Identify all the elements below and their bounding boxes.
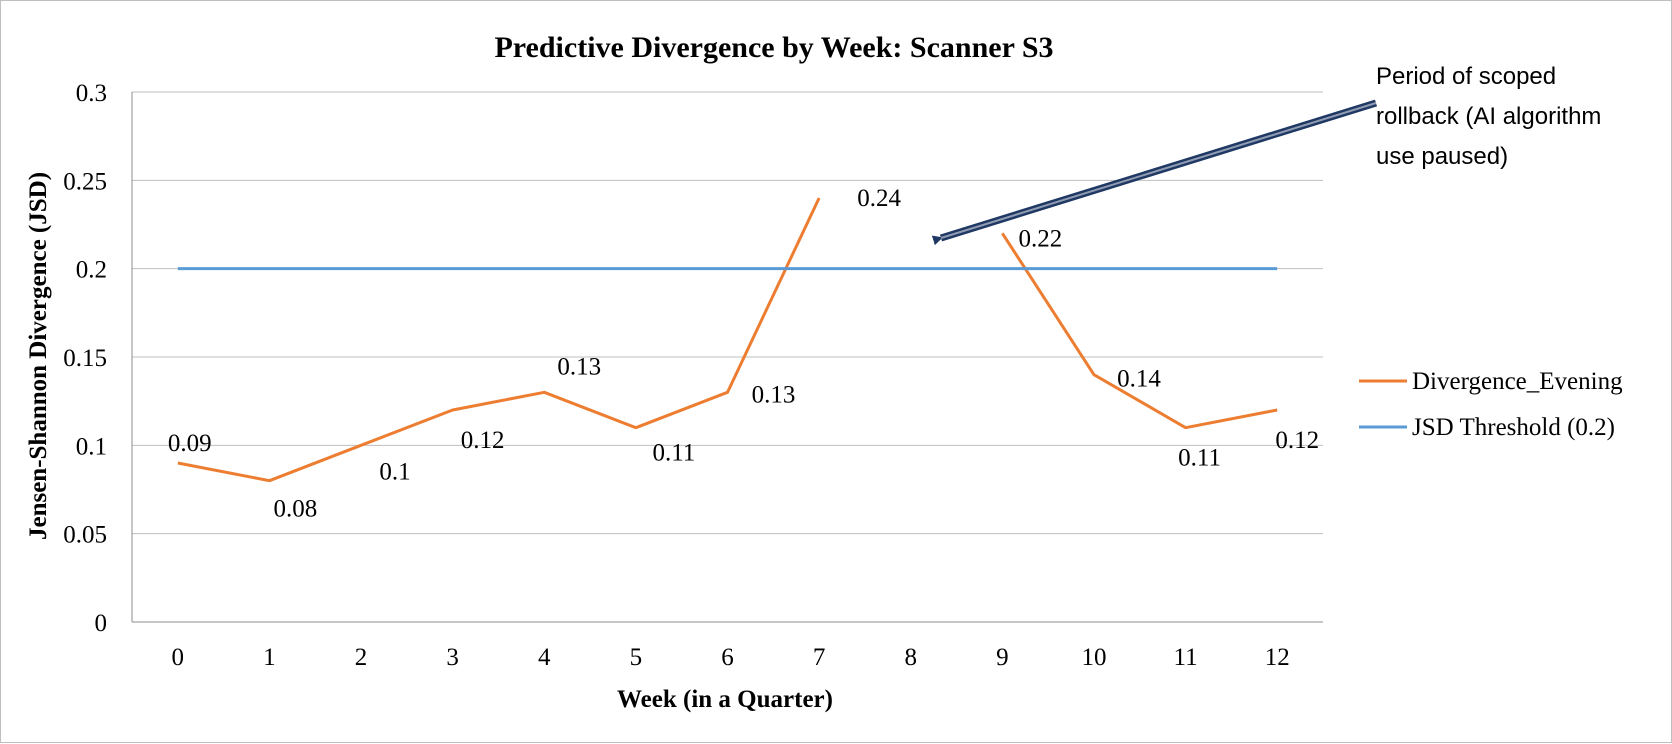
chart-title: Predictive Divergence by Week: Scanner S… xyxy=(494,31,1053,64)
data-label: 0.1 xyxy=(379,458,410,485)
data-label: 0.11 xyxy=(1178,445,1221,472)
x-tick-label: 9 xyxy=(996,644,1009,671)
data-label: 0.14 xyxy=(1117,366,1161,393)
x-tick-label: 3 xyxy=(446,644,459,671)
x-axis-label: Week (in a Quarter) xyxy=(617,686,833,713)
annotation-line-1: Period of scoped xyxy=(1376,63,1556,90)
x-tick-label: 11 xyxy=(1174,644,1198,671)
data-label: 0.12 xyxy=(1275,427,1319,454)
x-tick-label: 10 xyxy=(1081,644,1106,671)
data-label: 0.08 xyxy=(274,496,318,523)
series-line-divergence-evening xyxy=(177,197,821,483)
series xyxy=(177,197,1278,483)
y-tick-label: 0.25 xyxy=(63,168,107,195)
annotation-arrow-highlight xyxy=(940,102,1377,239)
legend-label-divergence-evening: Divergence_Evening xyxy=(1412,368,1623,395)
data-label: 0.22 xyxy=(1018,225,1062,252)
data-label: 0.24 xyxy=(857,185,901,212)
data-label: 0.12 xyxy=(461,427,505,454)
x-tick-label: 1 xyxy=(263,644,276,671)
y-tick-label: 0 xyxy=(95,610,108,637)
y-tick-label: 0.3 xyxy=(76,80,107,107)
gridlines xyxy=(132,91,1323,535)
data-label: 0.11 xyxy=(652,440,695,467)
data-labels: 0.09 0.08 0.1 0.12 0.13 0.11 0.13 0.24 0.22 0.14 0… xyxy=(168,185,1319,523)
data-label: 0.09 xyxy=(168,430,212,457)
legend: Divergence_Evening JSD Threshold (0.2) xyxy=(1359,368,1623,441)
x-tick-label: 2 xyxy=(355,644,368,671)
axes: 00.050.10.150.20.250.30 1 2 3 4 5 6 7 8 9 10 11 12 xyxy=(63,80,1323,671)
y-tick-label: 0.15 xyxy=(63,345,107,372)
x-tick-label: 8 xyxy=(904,644,917,671)
x-tick-label: 0 xyxy=(172,644,185,671)
y-tick-label: 0.1 xyxy=(76,433,107,460)
x-tick-label: 7 xyxy=(813,644,826,671)
y-tick-label: 0.2 xyxy=(76,257,107,284)
x-tick-label: 5 xyxy=(630,644,643,671)
y-axis-label: Jensen-Shannon Divergence (JSD) xyxy=(25,172,52,540)
x-tick-label: 12 xyxy=(1265,644,1290,671)
data-label: 0.13 xyxy=(557,353,601,380)
x-tick-label: 6 xyxy=(721,644,734,671)
annotation-line-2: rollback (AI algorithm xyxy=(1376,103,1601,130)
y-tick-label: 0.05 xyxy=(63,522,107,549)
series-line-divergence-evening xyxy=(1001,232,1278,430)
x-tick-label: 4 xyxy=(538,644,551,671)
annotation-line-3: use paused) xyxy=(1376,143,1508,170)
legend-label-jsd-threshold: JSD Threshold (0.2) xyxy=(1412,414,1615,441)
data-label: 0.13 xyxy=(752,381,796,408)
rollback-annotation: Period of scoped rollback (AI algorithm … xyxy=(931,63,1601,246)
